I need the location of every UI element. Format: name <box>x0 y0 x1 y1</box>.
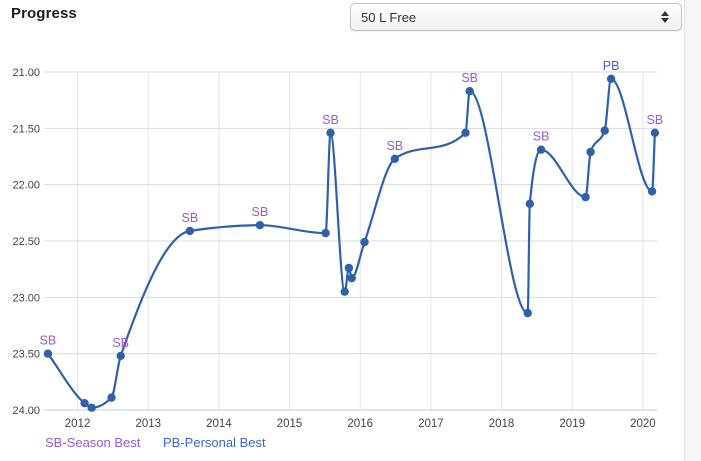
svg-text:2018: 2018 <box>489 418 515 430</box>
svg-text:SB: SB <box>322 113 339 127</box>
panel-right-border <box>684 0 701 461</box>
svg-text:SB: SB <box>112 336 129 350</box>
legend-season-best: SB-Season Best <box>45 435 141 450</box>
svg-text:SB: SB <box>252 205 269 219</box>
svg-text:SB: SB <box>386 139 403 153</box>
svg-text:2017: 2017 <box>418 418 444 430</box>
svg-text:2015: 2015 <box>277 418 303 430</box>
chart-legend: SB-Season Best PB-Personal Best <box>45 435 266 450</box>
svg-text:23.00: 23.00 <box>12 292 40 304</box>
select-spinner-icon <box>661 11 669 23</box>
svg-text:21.50: 21.50 <box>12 123 40 135</box>
svg-text:2016: 2016 <box>347 418 373 430</box>
svg-text:SB: SB <box>40 334 57 348</box>
svg-text:22.00: 22.00 <box>12 180 40 192</box>
svg-text:23.50: 23.50 <box>12 349 40 361</box>
svg-text:21.00: 21.00 <box>12 67 40 79</box>
svg-text:2019: 2019 <box>559 418 585 430</box>
legend-personal-best: PB-Personal Best <box>163 435 266 450</box>
svg-text:SB: SB <box>182 211 199 225</box>
svg-text:24.00: 24.00 <box>12 405 40 417</box>
svg-text:2014: 2014 <box>206 418 232 430</box>
svg-text:22.50: 22.50 <box>12 236 40 248</box>
svg-text:SB: SB <box>647 113 664 127</box>
svg-text:2012: 2012 <box>65 418 91 430</box>
event-select[interactable]: 50 L Free <box>350 3 682 31</box>
page-title: Progress <box>11 5 77 22</box>
svg-text:2013: 2013 <box>135 418 161 430</box>
svg-text:2020: 2020 <box>630 418 656 430</box>
event-select-value: 50 L Free <box>361 9 417 25</box>
svg-text:SB: SB <box>461 71 478 85</box>
svg-text:SB: SB <box>533 130 550 144</box>
svg-text:PB: PB <box>603 59 620 73</box>
